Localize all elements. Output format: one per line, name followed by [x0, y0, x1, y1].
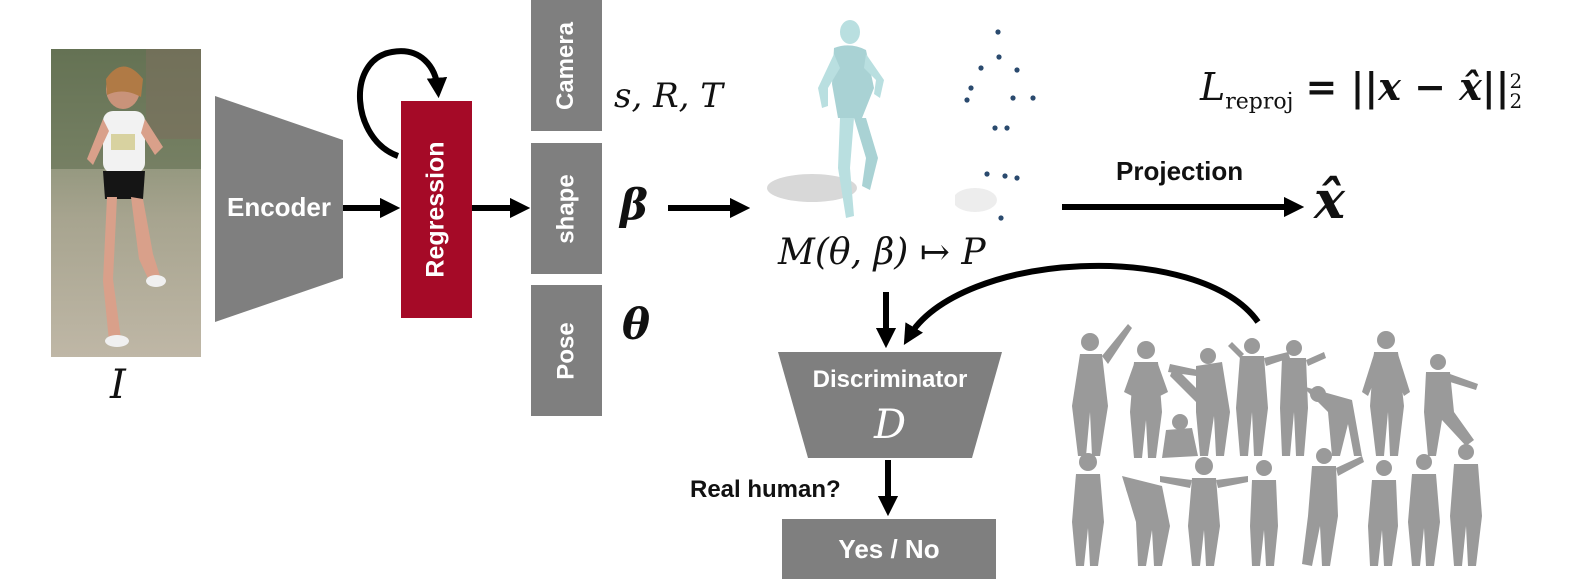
- discriminator-block: [778, 352, 1002, 458]
- mesh-figure: [1450, 444, 1482, 566]
- mesh-figure: [1168, 348, 1230, 456]
- input-image: [51, 49, 201, 357]
- regression-loop-arrow: [357, 48, 448, 159]
- mesh-dataset: [1072, 324, 1482, 566]
- real-human-question: Real human?: [690, 476, 841, 503]
- mesh-figure: [1408, 454, 1440, 566]
- arrow-dataset-to-discriminator: [903, 262, 1261, 346]
- shape-box: shape: [531, 143, 602, 274]
- mesh-figure: [1072, 324, 1132, 456]
- mesh-figure: [1424, 354, 1478, 456]
- mesh-figure: [1162, 366, 1202, 458]
- projection-output: x̂: [1314, 170, 1346, 231]
- discriminator-symbol: D: [873, 402, 907, 448]
- loss-norm-sub: 2: [1509, 88, 1523, 113]
- mesh-figure: [1362, 331, 1410, 456]
- camera-symbol: s, R, T: [614, 76, 723, 116]
- regression-block: Regression: [401, 101, 472, 318]
- pose-box: Pose: [531, 285, 602, 416]
- camera-box: Camera: [531, 0, 602, 131]
- input-symbol: I: [110, 362, 126, 408]
- mesh-figure: [1228, 338, 1290, 456]
- mesh-figure: [1124, 341, 1168, 458]
- loss-subscript: reproj: [1225, 89, 1294, 115]
- loss-rhs: = ||x − x̂||: [1305, 64, 1510, 109]
- pose-symbol: θ: [622, 300, 651, 349]
- shape-symbol: β: [620, 180, 648, 229]
- mesh-figure: [1302, 386, 1362, 456]
- runner-photo-illustration: [51, 49, 201, 347]
- loss-lhs: L: [1200, 65, 1226, 109]
- mesh-figure: [1280, 340, 1326, 456]
- loss-norm-sup: 2: [1509, 68, 1523, 93]
- body-mesh-figure: [767, 20, 884, 218]
- mesh-figure: [1122, 476, 1170, 566]
- encoder-label: Encoder: [226, 192, 332, 222]
- encoder-block: [215, 96, 343, 322]
- answer-label: Yes / No: [838, 533, 940, 564]
- reprojection-loss: Lreproj = ||x − x̂|| 2 2: [1200, 64, 1522, 115]
- mesh-figure: [1072, 453, 1104, 566]
- projection-label: Projection: [1116, 156, 1244, 186]
- discriminator-label: Discriminator: [812, 366, 968, 393]
- answer-box: Yes / No: [782, 519, 996, 579]
- model-equation: M(θ, β) ↦ P: [778, 232, 986, 273]
- mesh-figure: [1160, 457, 1248, 566]
- mesh-figure: [1250, 460, 1278, 566]
- mesh-figure: [1368, 460, 1398, 566]
- mesh-figure: [1302, 448, 1364, 566]
- keypoints-figure: [955, 29, 1036, 221]
